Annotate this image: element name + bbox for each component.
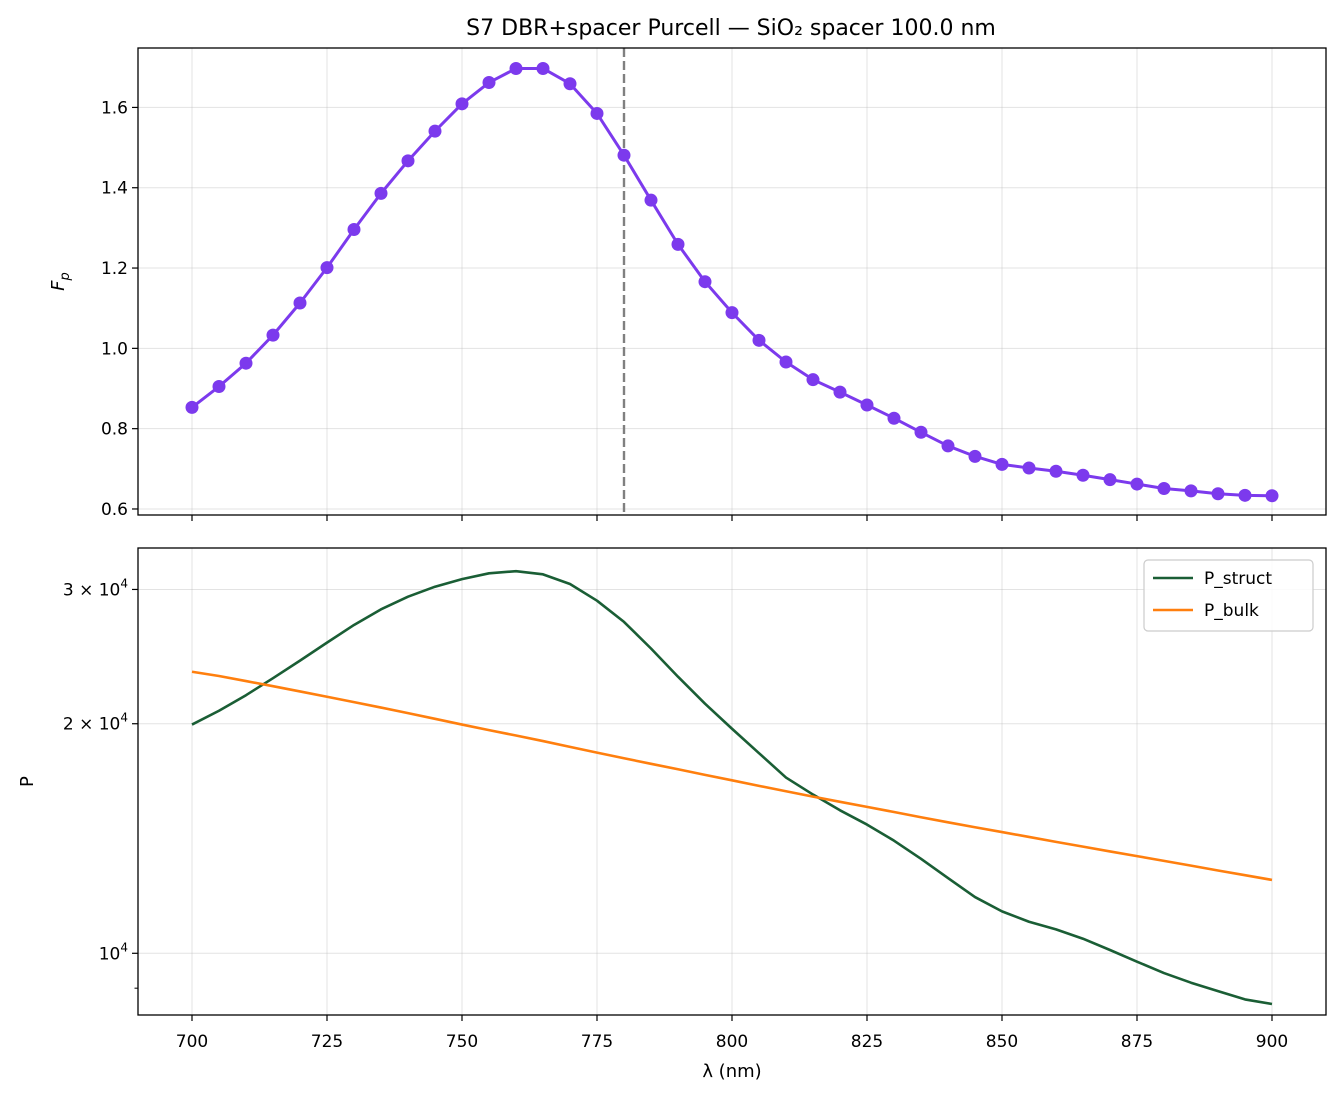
- top-y-tick-label: 1.6: [101, 98, 128, 118]
- fp-data-point: [401, 154, 415, 168]
- fp-data-point: [995, 457, 1009, 471]
- fp-data-point: [779, 355, 793, 369]
- fp-data-point: [1049, 464, 1063, 478]
- fp-data-point: [563, 77, 577, 91]
- top-y-tick-label: 1.2: [101, 259, 128, 279]
- legend: P_struct P_bulk: [1143, 559, 1314, 632]
- legend-label: P_struct: [1204, 569, 1272, 589]
- fp-data-point: [617, 148, 631, 162]
- fp-data-point: [590, 106, 604, 120]
- fp-data-point: [347, 222, 361, 236]
- tick-mantissa: 10: [99, 944, 121, 964]
- fp-data-point: [860, 398, 874, 412]
- fp-data-point: [509, 61, 523, 75]
- tick-mantissa: 3 × 10: [63, 580, 121, 600]
- fp-data-point: [725, 306, 739, 320]
- top-grid: [138, 48, 1326, 515]
- x-tick-label: 800: [716, 1032, 748, 1052]
- x-tick-label: 700: [176, 1032, 208, 1052]
- fp-data-point: [536, 61, 550, 75]
- chart-title: S7 DBR+spacer Purcell — SiO₂ spacer 100.…: [466, 16, 996, 41]
- fp-data-point: [320, 261, 334, 275]
- fp-data-point: [428, 124, 442, 138]
- x-tick-label: 725: [311, 1032, 343, 1052]
- fp-data-point: [1157, 481, 1171, 495]
- fp-data-point: [644, 193, 658, 207]
- top-y-axis-label: Fp: [48, 272, 73, 291]
- x-tick-label: 900: [1256, 1032, 1288, 1052]
- top-panel: 0.6 0.8 1.0 1.2 1.4 1.6 Fp: [48, 47, 1327, 521]
- x-tick-label: 825: [851, 1032, 883, 1052]
- x-tick-label: 875: [1121, 1032, 1153, 1052]
- top-y-tick-label: 1.4: [101, 179, 128, 199]
- top-series: [185, 61, 1279, 503]
- fp-data-point: [1184, 484, 1198, 498]
- fp-data-point: [266, 328, 280, 342]
- legend-items: P_struct P_bulk: [1153, 569, 1272, 621]
- bottom-y-axis-label: P: [17, 776, 38, 787]
- p-struct-line: [191, 569, 1273, 1006]
- top-y-tick-label: 0.6: [101, 500, 128, 520]
- fp-data-point: [752, 333, 766, 347]
- top-y-label-main: F: [48, 280, 69, 291]
- fp-data-point: [1211, 487, 1225, 501]
- x-tick-label: 850: [986, 1032, 1018, 1052]
- tick-exponent: 4: [120, 940, 128, 954]
- fp-data-point: [1022, 461, 1036, 475]
- fp-data-point: [887, 411, 901, 425]
- x-axis-label: λ (nm): [702, 1061, 761, 1082]
- fp-data-point: [1265, 489, 1279, 503]
- bottom-y-tick-label: 104: [99, 940, 128, 964]
- p-bulk-line: [191, 670, 1273, 882]
- fp-data-point: [293, 296, 307, 310]
- fp-data-point: [968, 449, 982, 463]
- fp-data-point: [698, 275, 712, 289]
- fp-data-point: [212, 380, 226, 394]
- legend-label: P_bulk: [1204, 601, 1259, 621]
- x-tick-label: 775: [581, 1032, 613, 1052]
- bottom-series: [191, 569, 1273, 1006]
- fp-data-point: [671, 237, 685, 251]
- fp-data-point: [185, 400, 199, 414]
- fp-data-point: [914, 425, 928, 439]
- fp-data-point: [1076, 468, 1090, 482]
- fp-data-point: [1238, 488, 1252, 502]
- tick-mantissa: 2 × 10: [63, 715, 121, 735]
- top-ticks: 0.6 0.8 1.0 1.2 1.4 1.6: [101, 98, 1273, 521]
- top-y-label-sub: p: [58, 272, 73, 281]
- fp-data-point: [455, 97, 469, 111]
- fp-data-point: [374, 186, 388, 200]
- tick-exponent: 4: [120, 576, 128, 590]
- fp-data-point: [1103, 473, 1117, 487]
- bottom-y-tick-label: 2 × 104: [63, 711, 128, 735]
- fp-data-point: [806, 373, 820, 387]
- fp-data-point: [833, 385, 847, 399]
- tick-exponent: 4: [120, 711, 128, 725]
- top-y-tick-label: 1.0: [101, 339, 128, 359]
- fp-data-point: [482, 76, 496, 90]
- fp-data-point: [1130, 477, 1144, 491]
- fp-data-point: [239, 356, 253, 370]
- fp-data-point: [941, 439, 955, 453]
- top-y-tick-label: 0.8: [101, 420, 128, 440]
- x-tick-label: 750: [446, 1032, 478, 1052]
- bottom-y-tick-label: 3 × 104: [63, 576, 128, 600]
